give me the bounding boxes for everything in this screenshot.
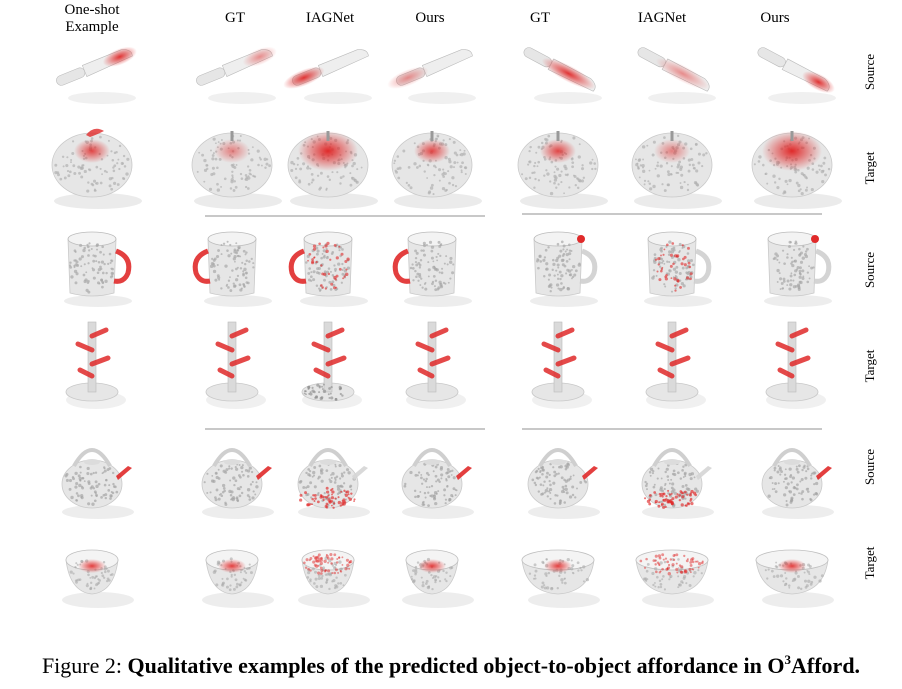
separator-left-1: [205, 215, 485, 217]
apple-render-r2-c2: [191, 131, 282, 209]
row-label-1: Source: [862, 53, 877, 91]
bowl-render-r6-c2: [202, 549, 274, 608]
caption-suffix: Afford.: [791, 653, 861, 678]
separator-left-2: [205, 428, 485, 430]
header-iagnet-left: IAGNet: [305, 10, 355, 26]
row-label-5: Source: [862, 448, 877, 486]
mug-render-r3-c6: [644, 231, 712, 307]
knife-render-r1-c5: [523, 47, 602, 104]
kettle-render-r5-c5: [527, 448, 600, 519]
mug-render-r3-c5: [530, 231, 598, 307]
apple-render-r2-c4: [391, 131, 482, 209]
header-ours-left: Ours: [415, 10, 445, 26]
knife-render-r1-c1: [56, 46, 137, 104]
mug-tree-render-r4-c1: [65, 321, 126, 409]
header-one-shot-example: One-shot Example: [64, 2, 120, 35]
figure-caption: Figure 2: Qualitative examples of the pr…: [0, 652, 902, 679]
separator-right-2: [522, 428, 822, 430]
apple-render-r2-c6: [631, 131, 722, 209]
knife-render-r1-c2: [196, 46, 277, 104]
apple-render-r2-c5: [517, 131, 608, 209]
bowl-render-r6-c5: [521, 549, 600, 608]
caption-superscript: 3: [784, 652, 792, 667]
mug-tree-render-r4-c3: [301, 321, 362, 409]
separator-right-1: [522, 213, 822, 215]
bowl-render-r6-c6: [635, 549, 714, 608]
row-label-2: Target: [862, 151, 877, 185]
kettle-render-r5-c2: [201, 448, 274, 519]
header-ours-right: Ours: [760, 10, 790, 26]
caption-prefix: Figure 2:: [41, 653, 128, 678]
mug-tree-render-r4-c5: [531, 321, 592, 409]
mug-render-r3-c1: [64, 231, 132, 307]
bowl-render-r6-c3: [298, 549, 370, 608]
bowl-render-r6-c4: [402, 549, 474, 608]
apple-render-r2-c1: [51, 128, 142, 209]
mug-tree-render-r4-c4: [405, 321, 466, 409]
row-label-3: Source: [862, 251, 877, 289]
kettle-render-r5-c3: [297, 448, 370, 519]
mug-render-r3-c2: [192, 231, 272, 307]
mug-render-r3-c4: [392, 231, 472, 307]
bowl-render-r6-c7: [755, 549, 834, 608]
row-label-4: Target: [862, 349, 877, 383]
apple-render-r2-c7: [751, 131, 842, 209]
header-gt-left: GT: [225, 10, 245, 26]
mug-render-r3-c3: [288, 231, 368, 307]
mug-tree-render-r4-c7: [765, 321, 826, 409]
knife-render-r1-c3: [283, 49, 372, 104]
kettle-render-r5-c7: [761, 448, 834, 519]
kettle-render-r5-c4: [401, 448, 474, 519]
header-iagnet-right: IAGNet: [637, 10, 687, 26]
mug-render-r3-c7: [764, 231, 832, 307]
header-gt-right: GT: [530, 10, 550, 26]
caption-bold-text: Qualitative examples of the predicted ob…: [127, 653, 785, 678]
kettle-render-r5-c6: [641, 448, 714, 519]
knife-render-r1-c4: [387, 49, 476, 104]
mug-tree-render-r4-c2: [205, 321, 266, 409]
bowl-render-r6-c1: [62, 549, 134, 608]
knife-render-r1-c7: [757, 47, 836, 104]
row-label-6: Target: [862, 546, 877, 580]
apple-render-r2-c3: [287, 131, 378, 209]
kettle-render-r5-c1: [61, 448, 134, 519]
mug-tree-render-r4-c6: [645, 321, 706, 409]
knife-render-r1-c6: [637, 47, 716, 104]
